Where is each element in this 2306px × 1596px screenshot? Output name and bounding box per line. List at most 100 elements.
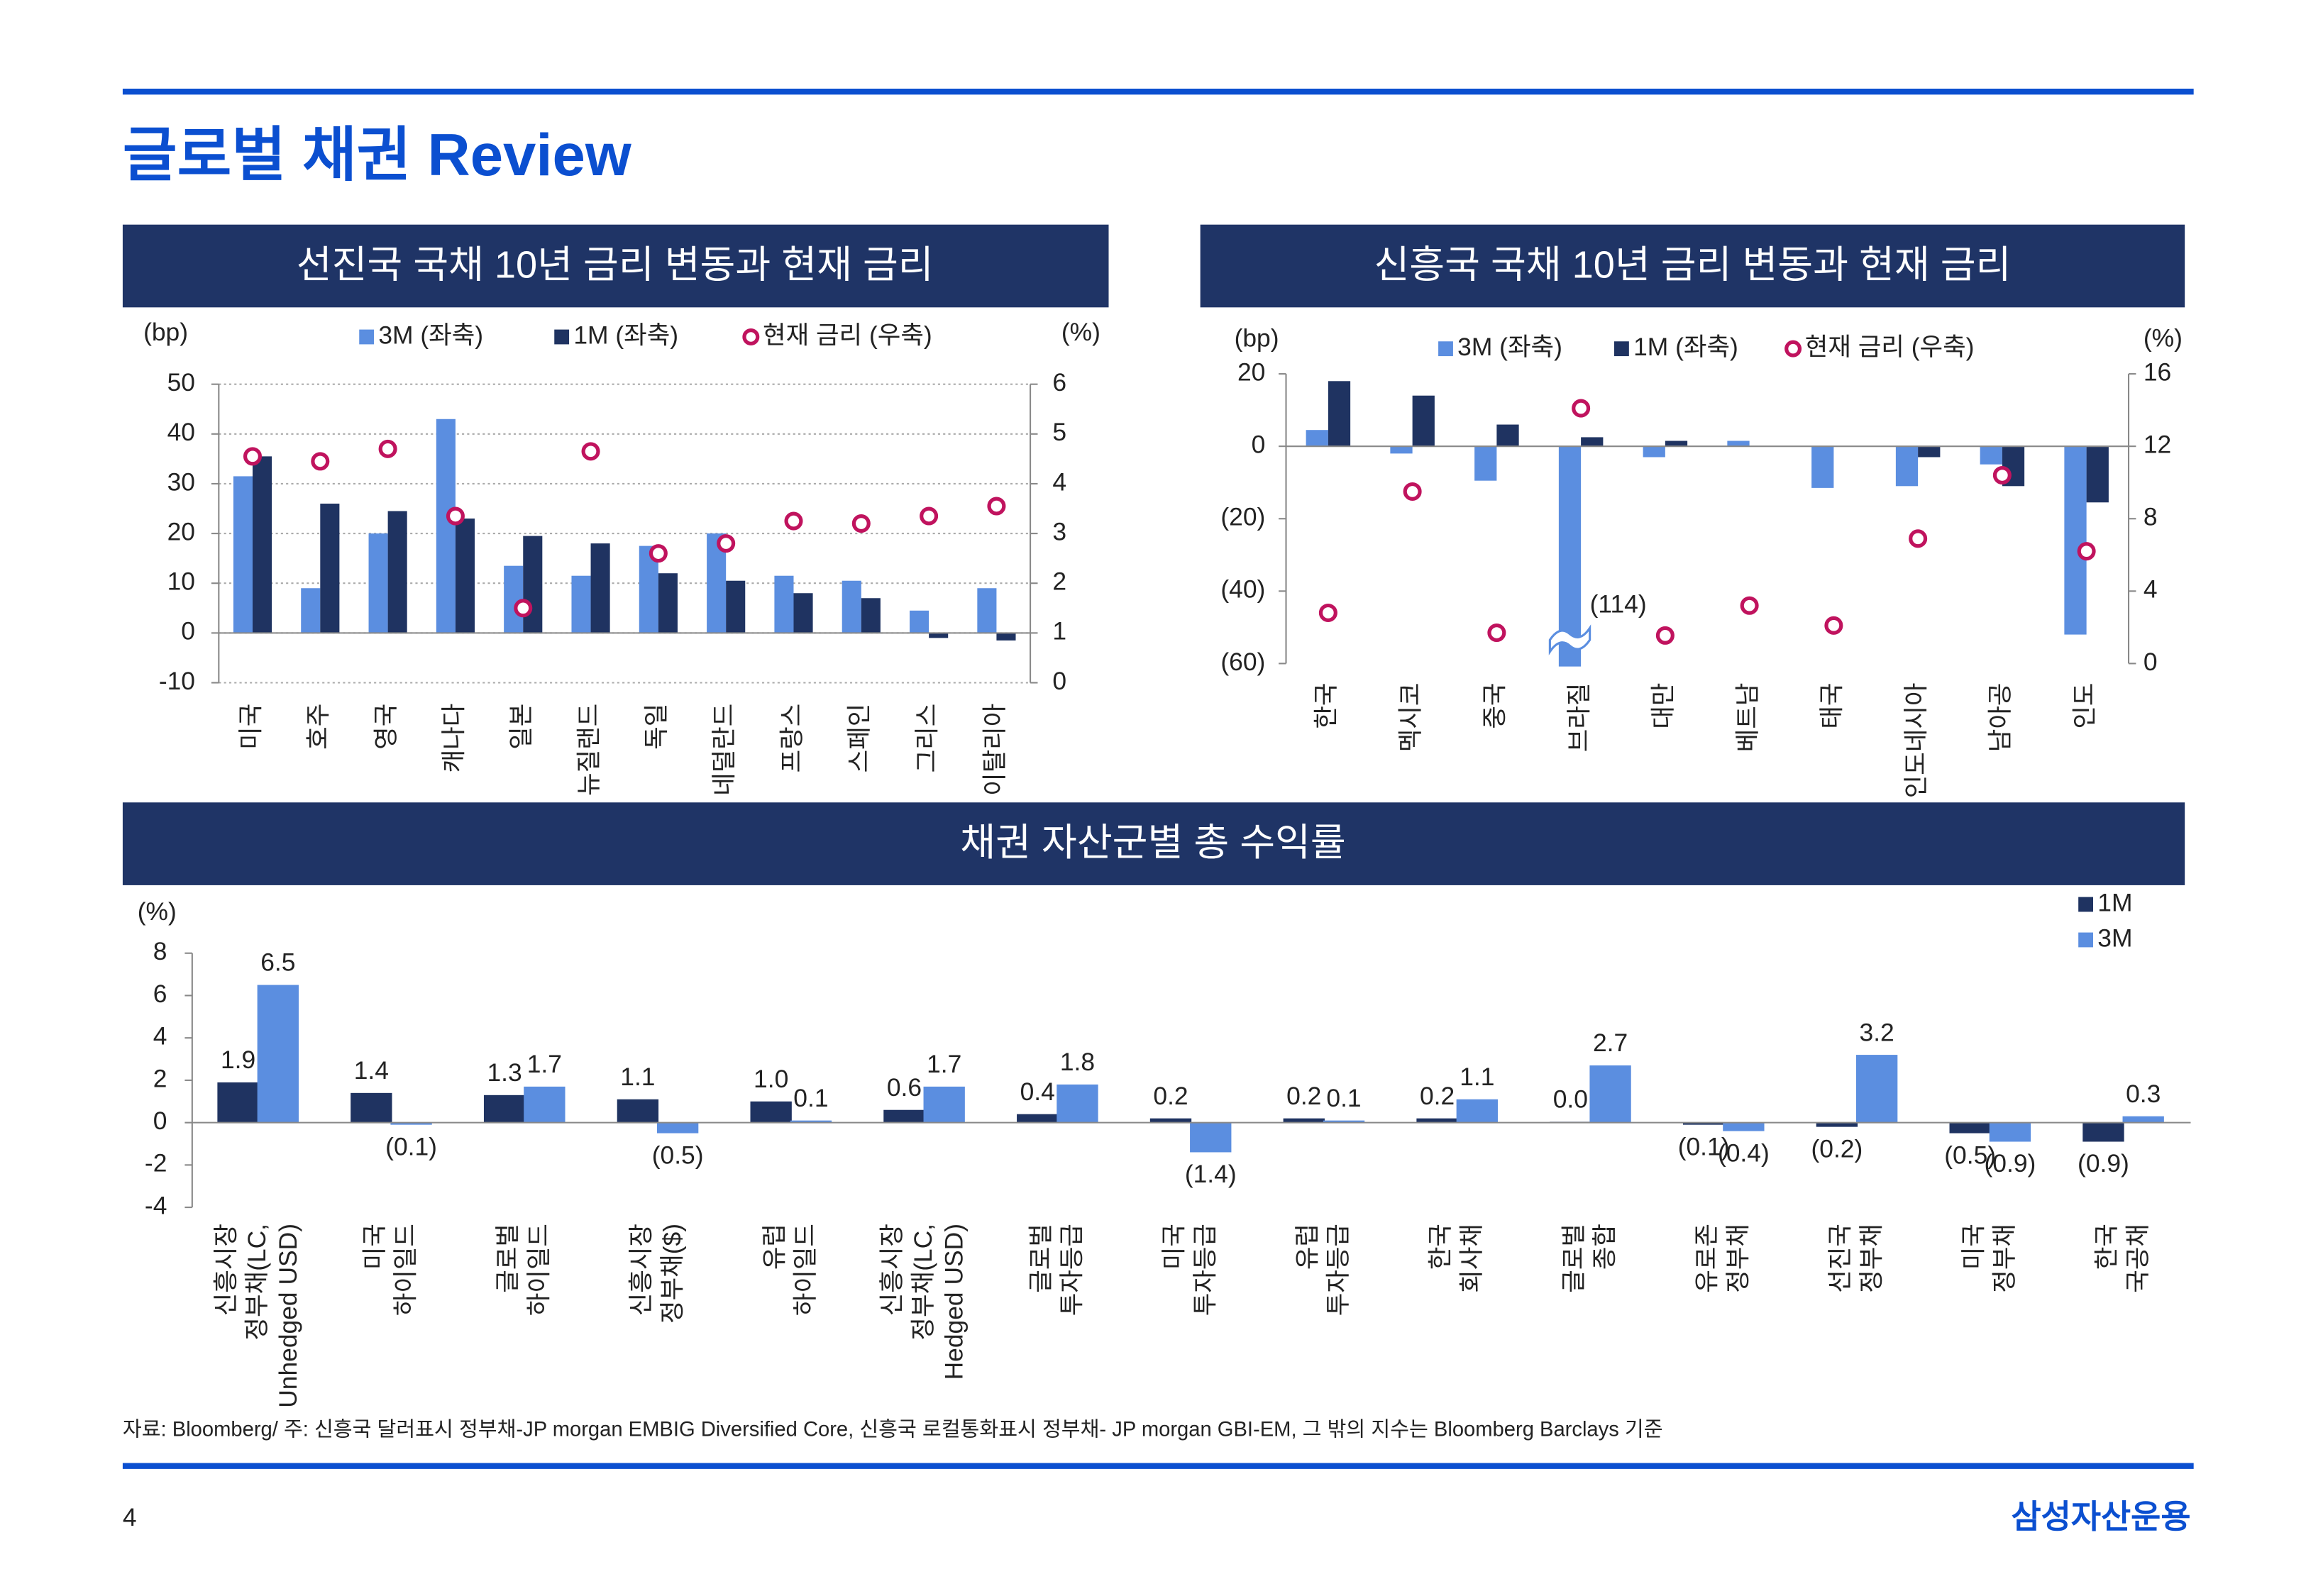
- y-tick-label: 10: [167, 567, 195, 596]
- axis-unit: (bp): [143, 318, 188, 346]
- y-tick-label: 6: [153, 980, 167, 1008]
- value-label: 1.7: [927, 1050, 961, 1078]
- x-tick-label: 태국: [1818, 682, 1846, 728]
- bar: [1306, 430, 1328, 447]
- section-header: [122, 802, 2185, 885]
- legend-label: 3M: [2097, 924, 2132, 952]
- bar: [1328, 381, 1351, 447]
- x-tick-label: 프랑스: [778, 704, 806, 773]
- bar: [301, 588, 321, 633]
- y-tick-label: 20: [167, 517, 195, 545]
- value-label: 1.1: [620, 1063, 655, 1091]
- rate-marker: [311, 452, 330, 471]
- bar: [1558, 446, 1582, 667]
- y2-tick-label: 0: [1052, 667, 1066, 695]
- value-label: 6.5: [260, 948, 295, 977]
- bar: [320, 504, 340, 633]
- bar: [1190, 1122, 1232, 1153]
- rate-marker: [1824, 616, 1843, 635]
- bar: [504, 565, 524, 633]
- legend-marker: [2078, 932, 2093, 948]
- value-label: 0.2: [1420, 1082, 1455, 1110]
- x-tick-label: 영국: [372, 704, 400, 750]
- bar: [1456, 1099, 1498, 1123]
- x-tick-label: 캐나다: [439, 704, 468, 773]
- x-tick-label: 인도: [2070, 682, 2099, 728]
- bar: [1390, 446, 1413, 454]
- y-tick-label: (60): [1220, 648, 1265, 676]
- bar: [842, 580, 861, 633]
- bar: [523, 536, 543, 633]
- x-tick-label: 대만: [1649, 682, 1677, 728]
- y-tick-label: -10: [159, 667, 195, 695]
- y2-tick-label: 0: [2144, 648, 2158, 676]
- bar: [455, 519, 475, 633]
- legend-label: 현재 금리 (우축): [763, 321, 932, 349]
- x-tick-label: 투자등급: [1058, 1224, 1086, 1316]
- value-label: 1.0: [754, 1065, 788, 1093]
- bar: [1589, 1065, 1631, 1123]
- x-tick-label: 스페인: [845, 704, 873, 773]
- bar: [658, 573, 678, 633]
- x-tick-label: 신흥시장: [211, 1224, 240, 1316]
- rate-marker: [920, 506, 939, 526]
- value-label: 0.2: [1153, 1082, 1188, 1110]
- y2-tick-label: 4: [2144, 575, 2158, 604]
- x-tick-label: 하이일드: [791, 1224, 820, 1316]
- bar: [1727, 440, 1750, 447]
- bar: [1323, 1120, 1365, 1123]
- legend-marker: [1614, 341, 1629, 357]
- bar: [483, 1095, 526, 1123]
- value-label: 1.7: [527, 1050, 562, 1078]
- bar: [1989, 1122, 2031, 1142]
- rate-marker: [446, 506, 465, 526]
- x-tick-label: 유럽: [1293, 1224, 1321, 1270]
- bar: [861, 598, 881, 633]
- x-tick-label: 글로벌: [1560, 1224, 1588, 1293]
- bar: [2086, 446, 2109, 503]
- value-label: (0.9): [2078, 1149, 2129, 1177]
- x-tick-label: 정부채(LC,: [243, 1224, 271, 1341]
- bar: [590, 543, 610, 633]
- bar: [656, 1122, 699, 1134]
- bar: [617, 1099, 659, 1123]
- bar: [923, 1086, 965, 1123]
- chart-title: 신흥국 국채 10년 금리 변동과 현재 금리: [1374, 243, 2011, 286]
- x-tick-label: 한국: [2092, 1224, 2121, 1270]
- x-tick-label: Unhedged USD): [274, 1224, 302, 1408]
- value-label: 0.1: [793, 1084, 828, 1112]
- bar: [1665, 440, 1688, 447]
- legend-label: 현재 금리 (우축): [1805, 333, 1975, 361]
- value-label: 0.3: [2126, 1080, 2161, 1108]
- y2-tick-label: 5: [1052, 418, 1066, 446]
- x-tick-label: 회사채: [1457, 1224, 1486, 1293]
- x-tick-label: 글로벌: [1027, 1224, 1055, 1293]
- value-label: 1.3: [487, 1058, 522, 1087]
- x-tick-label: 한국: [1312, 683, 1340, 729]
- bar: [1017, 1114, 1059, 1123]
- rate-marker: [1572, 399, 1591, 418]
- bar: [351, 1092, 392, 1123]
- bar: [1855, 1055, 1898, 1123]
- y-tick-label: (40): [1220, 575, 1265, 604]
- bar: [233, 476, 253, 633]
- x-tick-label: 정부채: [1724, 1224, 1753, 1293]
- bar: [1816, 1122, 1858, 1127]
- rate-marker: [1740, 596, 1759, 615]
- section-header: [122, 224, 1109, 308]
- y-tick-label: 0: [181, 617, 195, 645]
- value-label: 0.2: [1286, 1082, 1321, 1110]
- x-tick-label: 미국: [360, 1224, 389, 1270]
- value-label: (0.5): [652, 1141, 704, 1169]
- bar: [1949, 1122, 1991, 1134]
- y2-tick-label: 2: [1052, 567, 1066, 596]
- bar: [1980, 446, 2002, 465]
- bar: [1918, 446, 1941, 458]
- x-tick-label: 정부채($): [658, 1224, 686, 1324]
- legend-marker: [2078, 897, 2093, 912]
- x-tick-label: 투자등급: [1324, 1224, 1352, 1316]
- x-tick-label: 유로존: [1693, 1224, 1721, 1293]
- value-label: 0.0: [1553, 1085, 1588, 1114]
- rate-marker: [1655, 626, 1675, 645]
